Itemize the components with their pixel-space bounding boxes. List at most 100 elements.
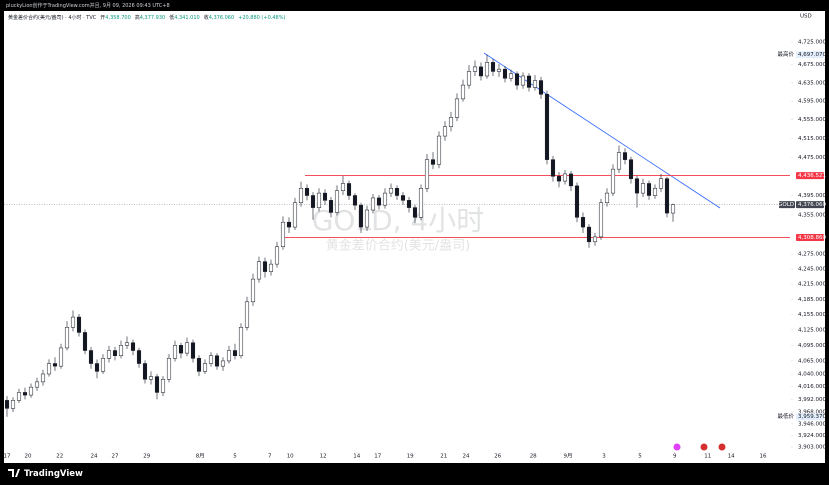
x-tick-label: 27: [112, 454, 119, 460]
y-tick-label: 4,185.000: [798, 297, 826, 303]
candle-body: [22, 392, 28, 396]
x-tick-label: 16: [760, 454, 767, 460]
last-price-name: GOLD: [778, 202, 794, 208]
last-price-value: 4,376.060: [798, 202, 826, 208]
candle-body: [268, 263, 274, 272]
ohlc-value: 4,358.700: [105, 15, 130, 21]
candle-body: [238, 327, 244, 356]
ohlc-value: 4,377.930: [140, 15, 165, 21]
candle-body: [436, 135, 442, 165]
y-tick-label: 4,515.000: [798, 136, 826, 142]
y-tick-label: 4,275.000: [798, 252, 826, 258]
candle-body: [490, 62, 496, 72]
symbol-header: 黄金差价合约(美元/盎司) · 4小时 · TVC 开4,358.700 高4,37…: [8, 14, 285, 21]
candle-body: [46, 363, 52, 375]
x-tick-label: 9月: [564, 453, 573, 460]
logo-icon: [8, 469, 20, 477]
x-tick-label: 22: [56, 454, 63, 460]
last-price-box: [796, 201, 824, 209]
y-tick-label: 3,946.000: [798, 421, 826, 427]
ohlc-name: 开: [100, 15, 105, 21]
y-tick-label: 4,555.000: [798, 117, 826, 123]
candle-body: [208, 355, 214, 364]
candle-body: [580, 217, 586, 228]
candle-body: [358, 204, 364, 228]
candle-body: [40, 373, 46, 383]
candle-body: [130, 342, 136, 351]
candle-body: [400, 195, 406, 201]
candle-body: [172, 345, 178, 359]
symbol-title: 黄金差价合约(美元/盎司) · 4小时 · TVC: [8, 14, 97, 21]
candle-body: [514, 73, 520, 86]
candle-body: [244, 301, 250, 328]
candle-body: [34, 381, 40, 388]
ohlc-name: 低: [169, 14, 174, 21]
logo-text: TradingView: [24, 469, 83, 479]
candle-body: [94, 363, 100, 372]
candle-body: [82, 332, 88, 351]
candle-body: [190, 342, 196, 359]
candle-body: [196, 358, 202, 372]
candle-body: [592, 236, 598, 243]
x-tick-label: 9: [673, 454, 677, 460]
low-marker-value: 3,959.370: [798, 414, 826, 420]
candle-body: [310, 195, 316, 208]
y-tick-label: 3,968.000: [798, 410, 826, 416]
candle-body: [184, 342, 190, 354]
candle-body: [442, 126, 448, 137]
candle-body: [610, 168, 616, 194]
y-tick-label: 4,040.000: [798, 371, 826, 377]
candle-body: [556, 176, 562, 182]
candle-body: [502, 68, 508, 79]
ohlc-name: 收: [204, 14, 209, 21]
candle-body: [496, 68, 502, 72]
candle-body: [154, 376, 160, 393]
candle-body: [334, 190, 340, 213]
candle-body: [76, 316, 82, 333]
candle-body: [328, 200, 334, 213]
x-tick-label: 17: [374, 454, 381, 460]
x-tick-label: 10: [287, 454, 294, 460]
y-tick-label: 4,245.000: [798, 267, 826, 273]
candle-body: [628, 159, 634, 179]
candle-body: [640, 183, 646, 194]
y-tick-label: 4,125.000: [798, 327, 826, 333]
candle-body: [472, 66, 478, 72]
candle-body: [376, 197, 382, 206]
candle-body: [28, 386, 34, 396]
candle-body: [214, 355, 220, 367]
low-marker-box: [796, 413, 824, 421]
candle-body: [148, 376, 154, 380]
candle-body: [406, 200, 412, 208]
level-label-box: [796, 233, 824, 241]
y-tick-label: 3,992.000: [798, 397, 826, 403]
x-tick-label: 17: [4, 454, 11, 460]
x-tick-label: 19: [407, 454, 414, 460]
candle-body: [112, 350, 118, 356]
candle-body: [274, 246, 280, 265]
candle-body: [304, 188, 310, 196]
chart-area: [4, 11, 825, 463]
candle-body: [280, 221, 286, 248]
x-tick-label: 5: [638, 454, 642, 460]
y-tick-label: 4,016.000: [798, 384, 826, 390]
candle-body: [70, 316, 76, 328]
candle-body: [466, 71, 472, 86]
candle-body: [346, 183, 352, 196]
y-tick-label: 4,475.000: [798, 155, 826, 161]
candle-body: [178, 345, 184, 354]
watermark-description: 黄金差价合约(美元/盎司): [326, 238, 471, 254]
candle-body: [532, 80, 538, 88]
level-label: 4,436.521: [798, 173, 826, 179]
y-tick-label: 4,065.000: [798, 358, 826, 364]
x-tick-label: 11: [704, 454, 711, 460]
logo: TradingView: [8, 469, 83, 479]
candle-body: [250, 278, 256, 303]
event-icon: [718, 443, 726, 451]
x-tick-label: 24: [463, 454, 470, 460]
event-icon: [700, 443, 708, 451]
candle-body: [52, 363, 58, 367]
candle-body: [10, 400, 16, 409]
watermark: GOLD, 4小时 黄金差价合约(美元/盎司): [312, 204, 485, 254]
